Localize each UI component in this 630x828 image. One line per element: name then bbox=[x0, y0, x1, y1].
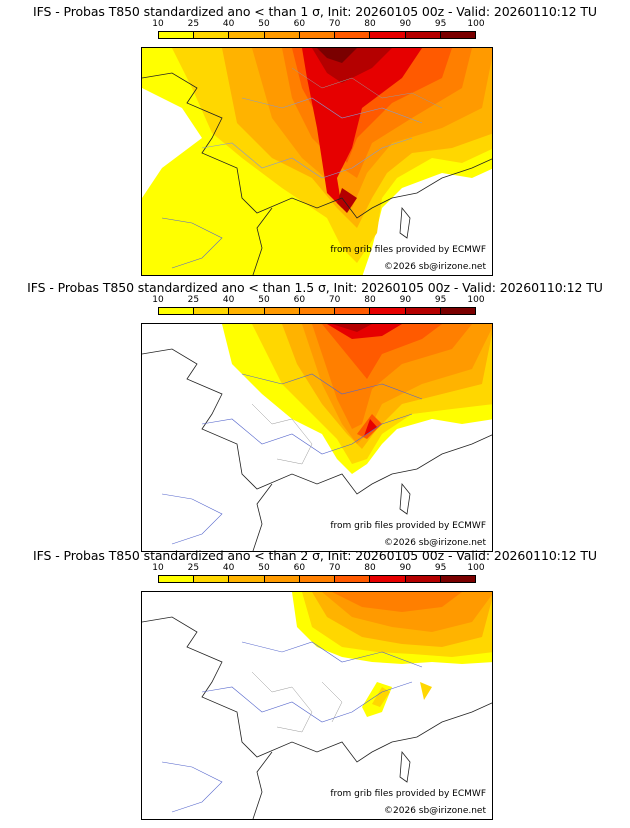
colorbar-swatch bbox=[440, 576, 475, 582]
colorbar-swatch bbox=[159, 576, 195, 582]
colorbar-swatch bbox=[194, 308, 230, 314]
colorbar-tick-label: 40 bbox=[222, 19, 235, 29]
colorbar-swatch bbox=[229, 576, 265, 582]
colorbar-swatch bbox=[264, 32, 300, 38]
colorbar-swatch bbox=[335, 32, 371, 38]
colorbar-tick-label: 50 bbox=[258, 19, 270, 29]
colorbar-swatch bbox=[370, 576, 406, 582]
colorbar-labels: 10 25 40 50 60 70 80 90 95 100 bbox=[150, 19, 490, 29]
colorbar-tick-label: 95 bbox=[434, 19, 447, 29]
colorbar-swatch bbox=[335, 576, 371, 582]
colorbar-tick-label: 80 bbox=[364, 19, 376, 29]
colorbar-swatch bbox=[299, 308, 336, 314]
panel-title: IFS - Probas T850 standardized ano < tha… bbox=[33, 4, 597, 19]
copyright-credit: ©2026 sb@irizone.net bbox=[384, 538, 486, 548]
colorbar-tick-label: 80 bbox=[364, 295, 376, 305]
colorbar-swatch bbox=[440, 308, 475, 314]
colorbar-tick-label: 40 bbox=[222, 295, 235, 305]
colorbar-tick-label: 95 bbox=[434, 563, 447, 573]
colorbar-tick-label: 70 bbox=[328, 563, 341, 573]
colorbar-tick-label: 90 bbox=[399, 563, 412, 573]
colorbar-tick-label: 60 bbox=[293, 563, 306, 573]
colorbar-swatch bbox=[264, 576, 300, 582]
colorbar-swatch bbox=[405, 576, 441, 582]
colorbar-swatch bbox=[335, 308, 371, 314]
copyright-credit: ©2026 sb@irizone.net bbox=[384, 806, 486, 816]
colorbar bbox=[158, 575, 476, 583]
colorbar-labels: 10 25 40 50 60 70 80 90 95 100 bbox=[150, 563, 490, 573]
colorbar-swatch bbox=[194, 576, 230, 582]
colorbar-swatch bbox=[405, 32, 441, 38]
colorbar bbox=[158, 307, 476, 315]
colorbar-tick-label: 95 bbox=[434, 295, 447, 305]
colorbar-swatch bbox=[159, 308, 195, 314]
colorbar-tick-label: 25 bbox=[187, 295, 200, 305]
colorbar-tick-label: 50 bbox=[258, 563, 270, 573]
colorbar-tick-label: 25 bbox=[187, 19, 200, 29]
colorbar-swatch bbox=[299, 32, 336, 38]
colorbar-swatch bbox=[299, 576, 336, 582]
colorbar-tick-label: 80 bbox=[364, 563, 376, 573]
colorbar-swatch bbox=[229, 32, 265, 38]
colorbar-swatch bbox=[159, 32, 195, 38]
panel-title: IFS - Probas T850 standardized ano < tha… bbox=[33, 548, 597, 563]
colorbar bbox=[158, 31, 476, 39]
colorbar-tick-label: 10 bbox=[152, 19, 164, 29]
probability-map: from grib files provided by ECMWF ©2026 … bbox=[141, 47, 493, 276]
colorbar-swatch bbox=[405, 308, 441, 314]
source-credit: from grib files provided by ECMWF bbox=[330, 789, 486, 799]
colorbar-tick-label: 10 bbox=[152, 563, 164, 573]
colorbar-tick-label: 100 bbox=[467, 295, 485, 305]
colorbar-tick-label: 90 bbox=[399, 295, 412, 305]
source-credit: from grib files provided by ECMWF bbox=[330, 245, 486, 255]
panel-title: IFS - Probas T850 standardized ano < tha… bbox=[27, 280, 603, 295]
colorbar-labels: 10 25 40 50 60 70 80 90 95 100 bbox=[150, 295, 490, 305]
map-panel-1-5sigma: IFS - Probas T850 standardized ano < tha… bbox=[0, 280, 630, 556]
probability-map: from grib files provided by ECMWF ©2026 … bbox=[141, 591, 493, 820]
colorbar-swatch bbox=[370, 32, 406, 38]
colorbar-swatch bbox=[229, 308, 265, 314]
colorbar-tick-label: 50 bbox=[258, 295, 270, 305]
colorbar-swatch bbox=[370, 308, 406, 314]
colorbar-tick-label: 25 bbox=[187, 563, 200, 573]
map-panel-2sigma: IFS - Probas T850 standardized ano < tha… bbox=[0, 548, 630, 824]
colorbar-tick-label: 100 bbox=[467, 19, 485, 29]
colorbar-swatch bbox=[440, 32, 475, 38]
colorbar-tick-label: 10 bbox=[152, 295, 164, 305]
copyright-credit: ©2026 sb@irizone.net bbox=[384, 262, 486, 272]
map-panel-1sigma: IFS - Probas T850 standardized ano < tha… bbox=[0, 4, 630, 280]
colorbar-tick-label: 70 bbox=[328, 19, 341, 29]
colorbar-tick-label: 40 bbox=[222, 563, 235, 573]
colorbar-swatch bbox=[264, 308, 300, 314]
colorbar-tick-label: 60 bbox=[293, 19, 306, 29]
colorbar-tick-label: 90 bbox=[399, 19, 412, 29]
colorbar-tick-label: 60 bbox=[293, 295, 306, 305]
colorbar-tick-label: 100 bbox=[467, 563, 485, 573]
probability-map: from grib files provided by ECMWF ©2026 … bbox=[141, 323, 493, 552]
colorbar-tick-label: 70 bbox=[328, 295, 341, 305]
colorbar-swatch bbox=[194, 32, 230, 38]
source-credit: from grib files provided by ECMWF bbox=[330, 521, 486, 531]
